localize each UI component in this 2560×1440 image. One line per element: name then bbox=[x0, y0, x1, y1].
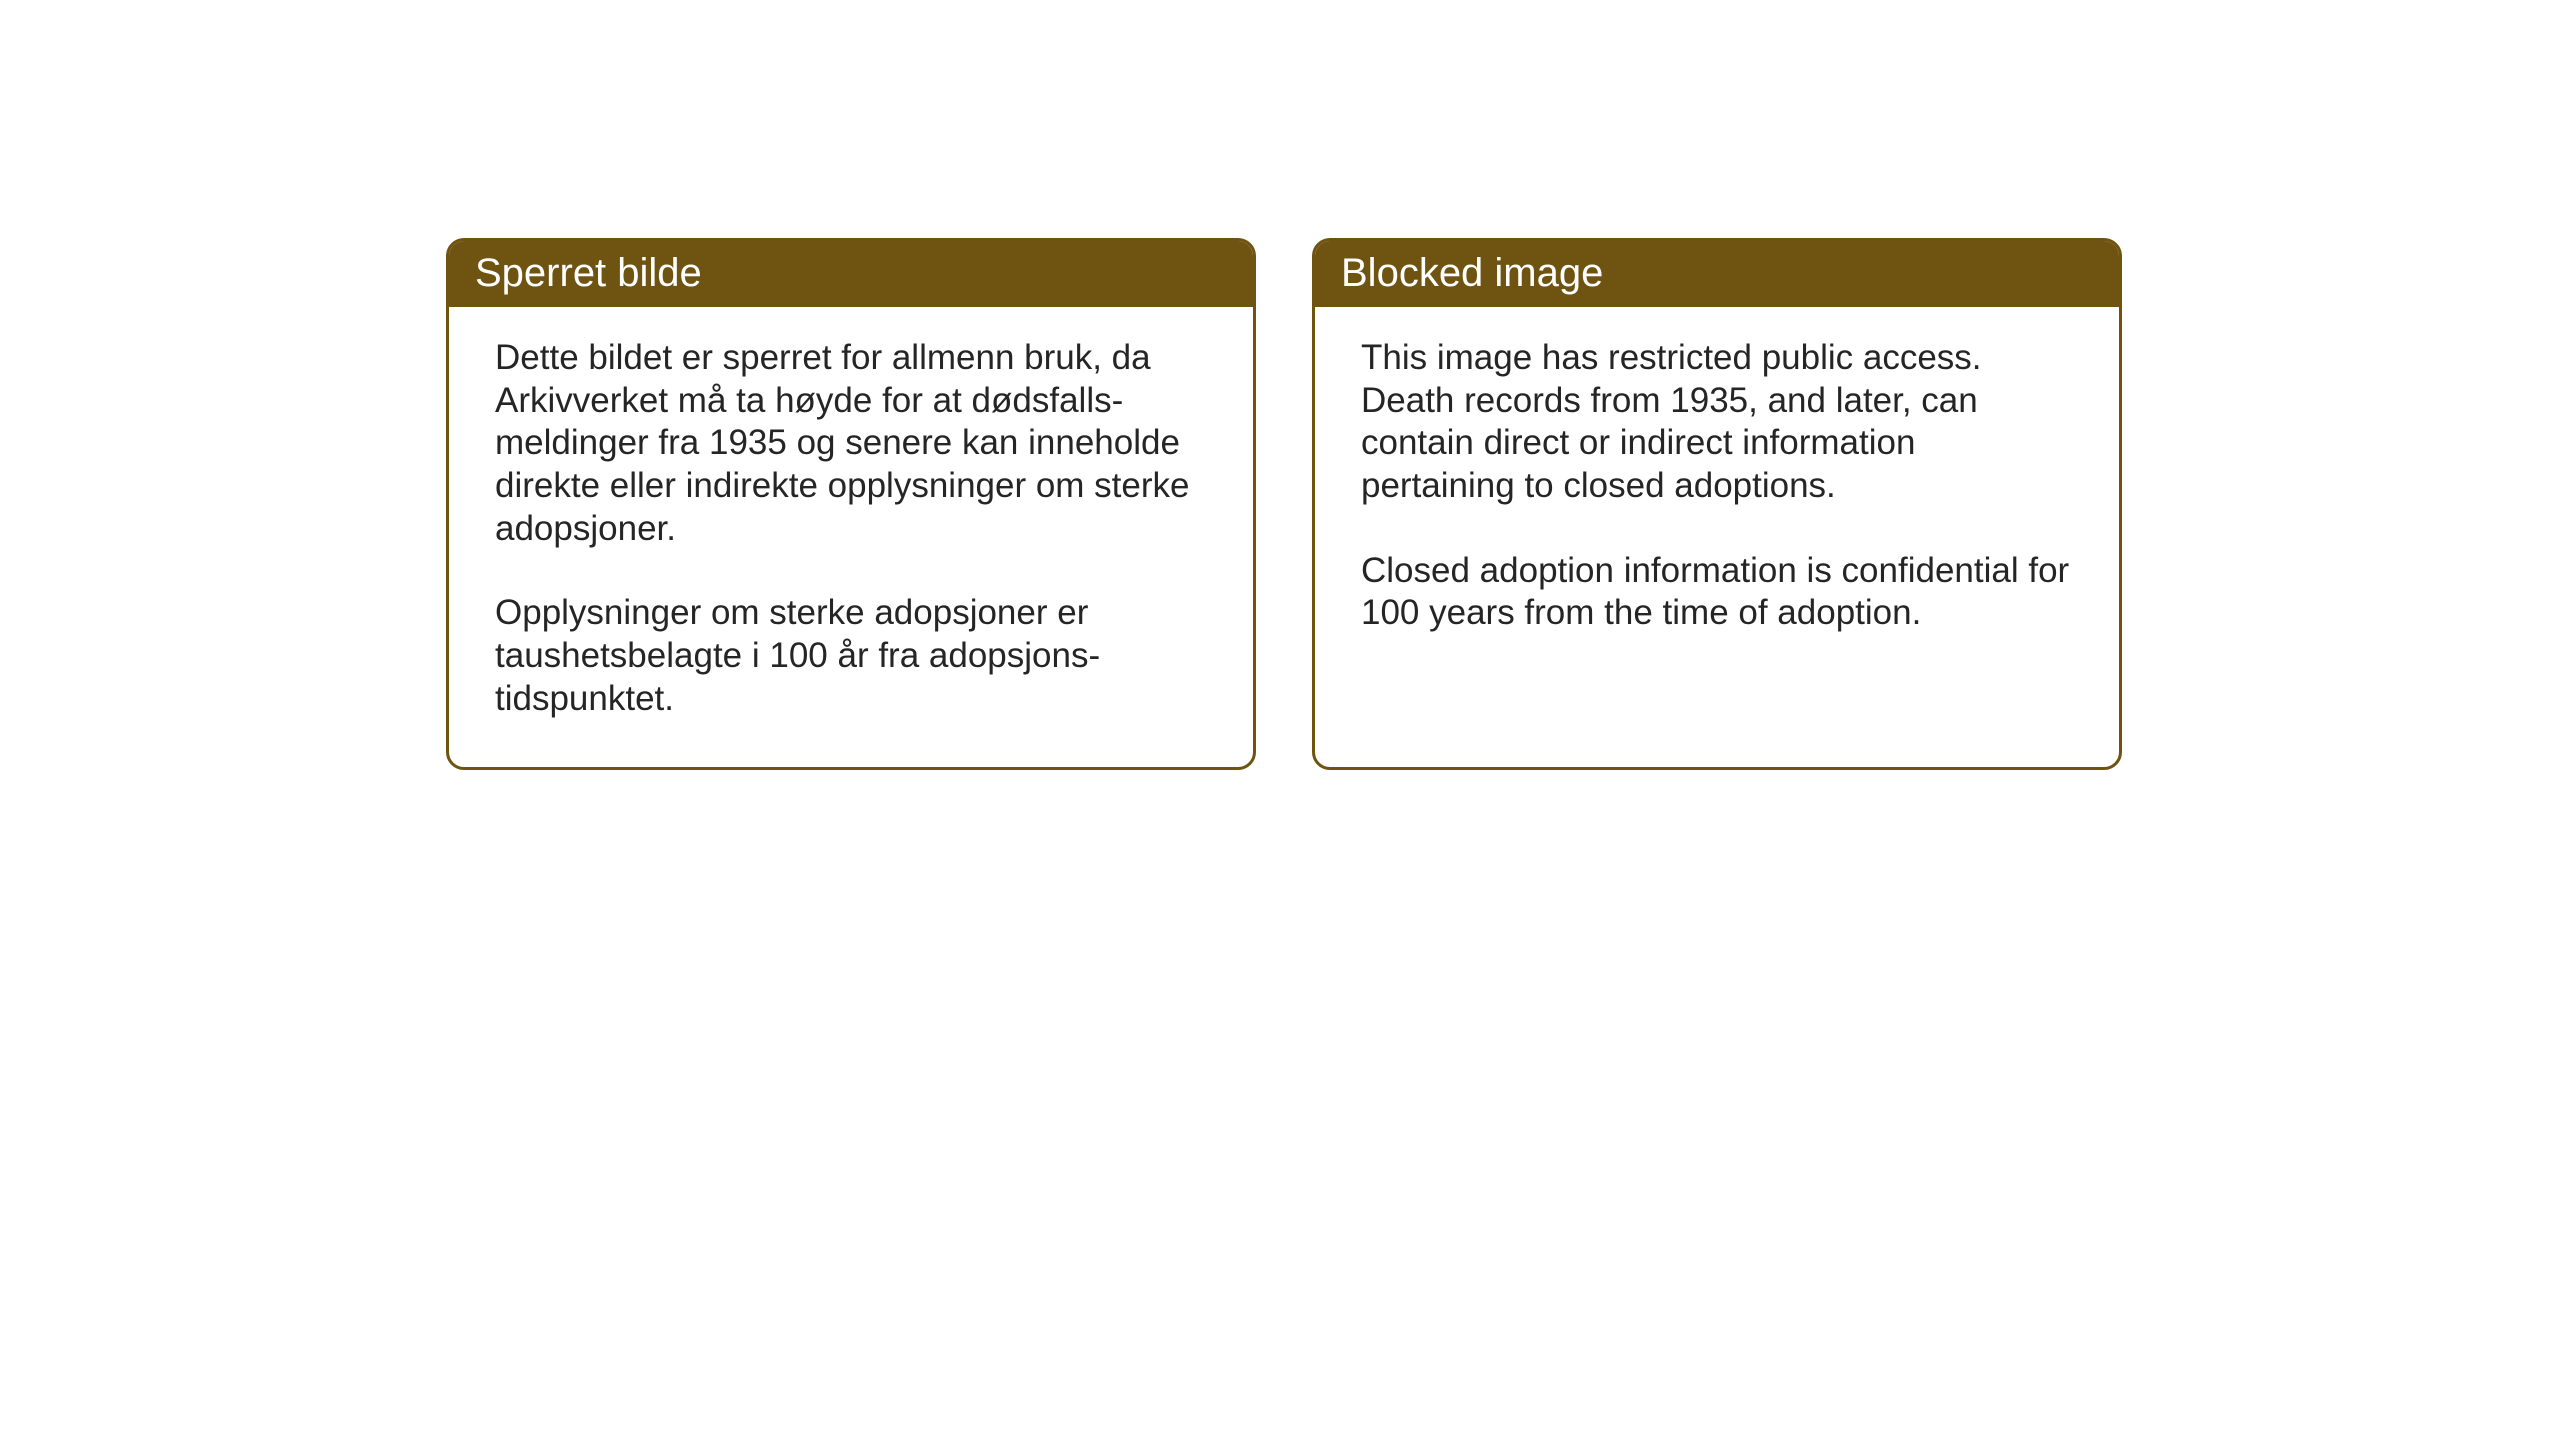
notice-paragraph: Closed adoption information is confident… bbox=[1361, 550, 2073, 635]
notice-paragraph: Opplysninger om sterke adopsjoner er tau… bbox=[495, 592, 1207, 720]
notice-paragraph: Dette bildet er sperret for allmenn bruk… bbox=[495, 337, 1207, 550]
notice-paragraph: This image has restricted public access.… bbox=[1361, 337, 2073, 508]
notice-body-english: This image has restricted public access.… bbox=[1315, 307, 2119, 681]
notice-card-english: Blocked image This image has restricted … bbox=[1312, 238, 2122, 770]
notice-header-english: Blocked image bbox=[1315, 241, 2119, 307]
notice-header-norwegian: Sperret bilde bbox=[449, 241, 1253, 307]
notice-card-norwegian: Sperret bilde Dette bildet er sperret fo… bbox=[446, 238, 1256, 770]
notice-body-norwegian: Dette bildet er sperret for allmenn bruk… bbox=[449, 307, 1253, 767]
notice-container: Sperret bilde Dette bildet er sperret fo… bbox=[446, 238, 2122, 770]
